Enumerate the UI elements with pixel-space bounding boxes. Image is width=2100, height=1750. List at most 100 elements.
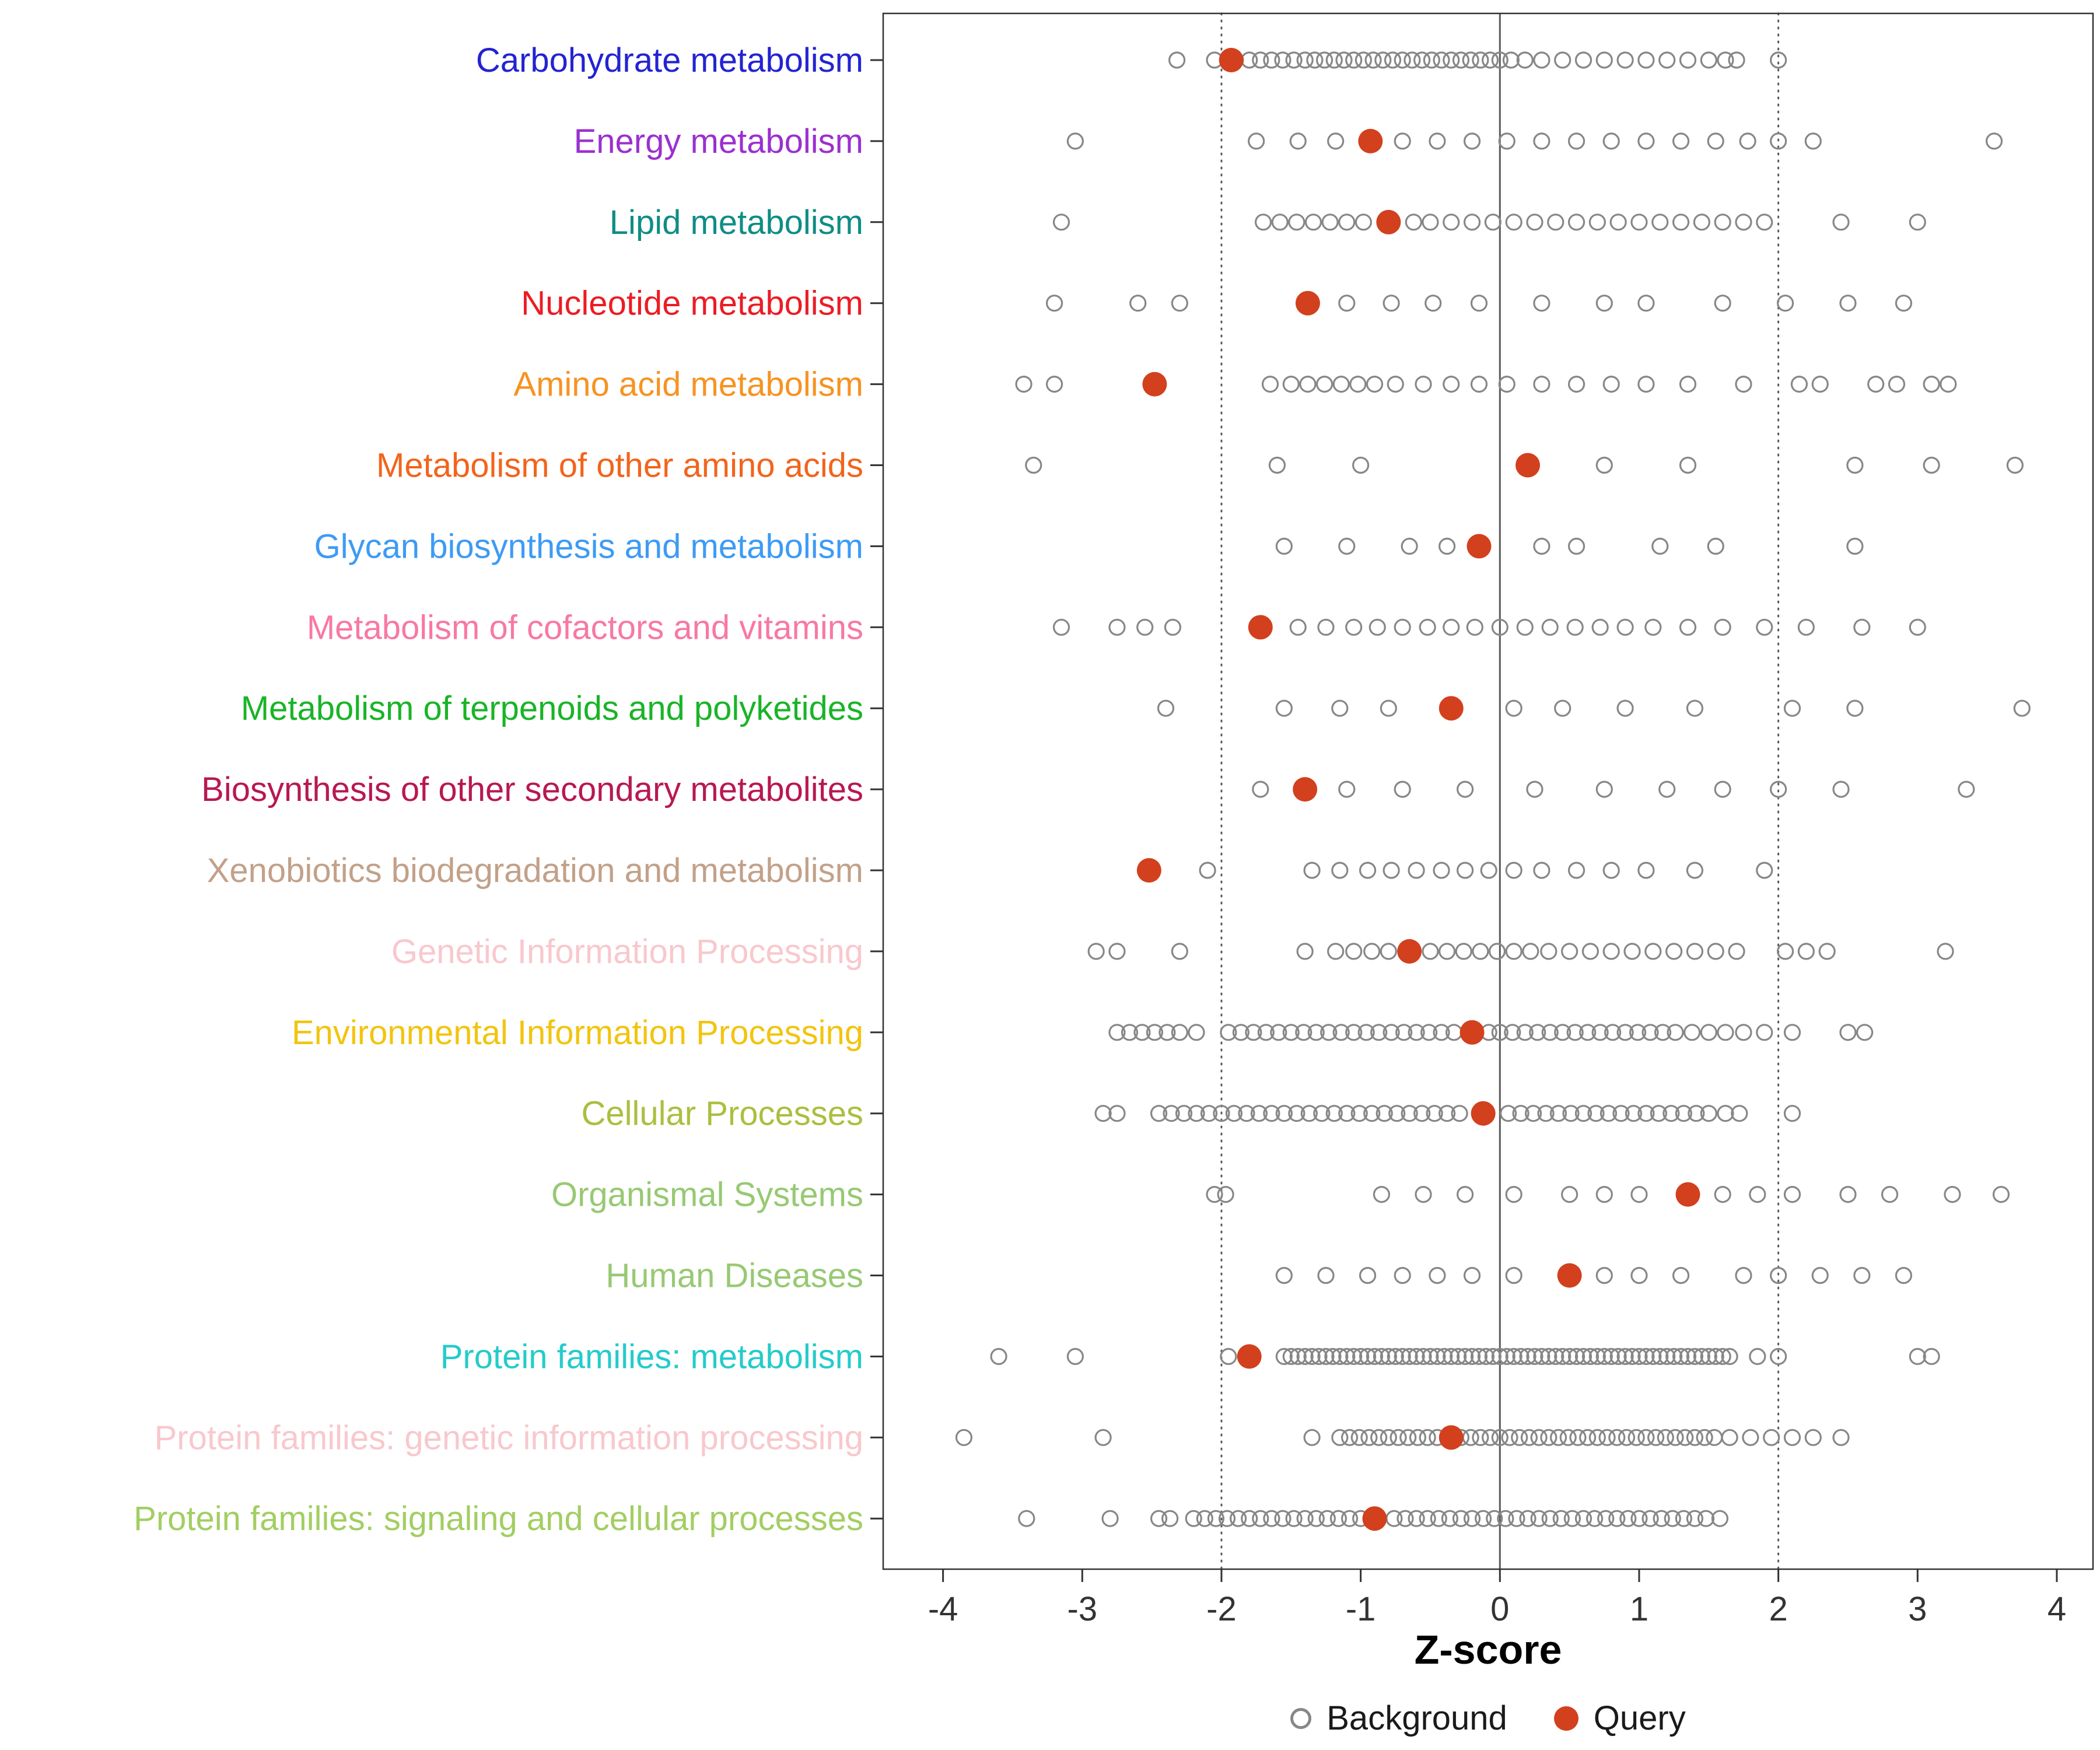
background-point: [1332, 1024, 1350, 1041]
background-point: [1770, 1348, 1787, 1365]
background-point: [1602, 132, 1620, 150]
background-point: [1672, 132, 1690, 150]
background-point: [1335, 51, 1353, 69]
query-point: [1358, 128, 1383, 153]
background-point: [1667, 1024, 1684, 1041]
background-point: [1338, 1348, 1356, 1365]
background-point: [1380, 943, 1397, 960]
background-point: [1569, 1429, 1587, 1446]
background-point: [1804, 132, 1822, 150]
background-point: [1248, 132, 1265, 150]
background-point: [1429, 132, 1446, 150]
background-point: [1679, 456, 1697, 474]
background-point: [1608, 1429, 1626, 1446]
background-point: [1475, 1510, 1492, 1527]
background-point: [1350, 1105, 1368, 1122]
background-point: [1345, 943, 1363, 960]
background-point: [955, 1429, 973, 1446]
background-point: [1602, 1348, 1620, 1365]
background-point: [1285, 51, 1303, 69]
background-point: [1541, 618, 1559, 636]
background-point: [1354, 51, 1372, 69]
background-point: [1811, 375, 1829, 393]
background-point: [1457, 780, 1474, 798]
background-point: [1275, 1105, 1293, 1122]
background-point: [1408, 1510, 1425, 1527]
background-point: [1394, 1348, 1411, 1365]
background-point: [1717, 1024, 1734, 1041]
background-point: [1419, 1510, 1436, 1527]
background-point: [1909, 1348, 1926, 1365]
background-point: [1549, 1105, 1567, 1122]
background-point: [1504, 1024, 1521, 1041]
background-point: [1359, 1348, 1377, 1365]
category-label: Human Diseases: [606, 1257, 863, 1295]
background-point: [1519, 1510, 1536, 1527]
background-point: [1218, 1510, 1236, 1527]
background-point: [1200, 1105, 1218, 1122]
background-point: [1477, 1348, 1495, 1365]
background-point: [1533, 862, 1550, 879]
background-point: [1516, 618, 1534, 636]
background-point: [1567, 214, 1586, 231]
background-point: [1749, 1348, 1766, 1365]
background-point: [1574, 1105, 1592, 1122]
query-point: [1471, 1101, 1496, 1126]
background-point: [1839, 295, 1857, 312]
background-point: [1408, 1024, 1425, 1041]
background-point: [1665, 1348, 1683, 1365]
background-point: [1296, 943, 1314, 960]
background-point: [1642, 1024, 1659, 1041]
background-point: [1735, 214, 1752, 231]
background-point: [1338, 537, 1356, 555]
background-point: [1354, 214, 1372, 231]
background-point: [1452, 51, 1470, 69]
background-point: [1338, 214, 1356, 231]
background-point: [1161, 1510, 1179, 1527]
background-point: [1491, 51, 1508, 69]
background-point: [1419, 1429, 1436, 1446]
background-point: [1686, 699, 1704, 717]
background-point: [1422, 943, 1439, 960]
background-point: [1623, 1348, 1641, 1365]
background-point: [1338, 780, 1356, 798]
background-point: [1433, 862, 1450, 879]
background-point: [1433, 51, 1450, 69]
background-point: [1481, 1429, 1499, 1446]
background-point: [1533, 537, 1550, 555]
background-point: [1373, 1185, 1391, 1203]
background-point: [1707, 1348, 1724, 1365]
background-point: [1581, 1348, 1600, 1365]
background-point: [1549, 1429, 1567, 1446]
background-point: [1420, 1024, 1438, 1041]
background-point: [1443, 618, 1460, 636]
background-point: [1644, 618, 1662, 636]
background-point: [1735, 1266, 1752, 1284]
background-point: [1672, 1266, 1690, 1284]
background-point: [1345, 618, 1363, 636]
background-point: [1679, 375, 1697, 393]
category-label: Protein families: metabolism: [440, 1338, 863, 1376]
background-point: [1146, 1024, 1163, 1041]
background-point: [1150, 1510, 1168, 1527]
background-point: [1498, 1348, 1516, 1365]
legend-label-query: Query: [1593, 1699, 1686, 1737]
background-point: [1317, 1348, 1335, 1365]
background-point: [1315, 51, 1334, 69]
background-point: [1394, 618, 1411, 636]
x-tick-label: 0: [1490, 1590, 1509, 1628]
background-point: [1363, 943, 1381, 960]
background-point: [1426, 1105, 1443, 1122]
legend-item-query: Query: [1553, 1699, 1686, 1738]
background-point: [1559, 1429, 1577, 1446]
background-point: [1288, 214, 1306, 231]
background-point: [1387, 1348, 1404, 1365]
background-point: [1516, 1024, 1534, 1041]
background-point: [1480, 862, 1497, 879]
category-label: Amino acid metabolism: [513, 366, 863, 404]
background-point: [1763, 1429, 1780, 1446]
background-point: [1327, 132, 1345, 150]
background-point: [1700, 1348, 1717, 1365]
x-tick-label: 3: [1908, 1590, 1927, 1628]
background-point: [1409, 1429, 1427, 1446]
